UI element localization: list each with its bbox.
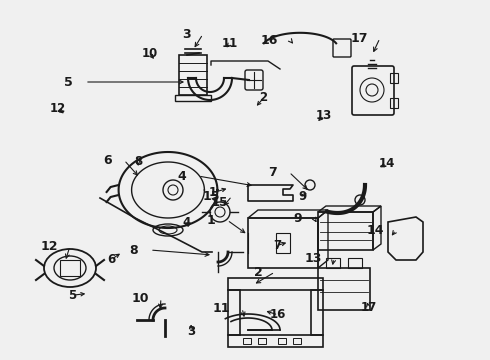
Text: 11: 11 xyxy=(213,302,230,315)
Text: 7: 7 xyxy=(268,166,277,179)
Text: 14: 14 xyxy=(367,224,384,237)
Text: 10: 10 xyxy=(131,292,149,305)
Text: 11: 11 xyxy=(222,37,239,50)
Text: 4: 4 xyxy=(182,216,190,229)
Bar xyxy=(179,55,207,95)
Bar xyxy=(326,258,340,268)
Bar xyxy=(228,335,323,347)
Bar xyxy=(293,338,301,344)
Bar xyxy=(318,268,370,310)
Text: 9: 9 xyxy=(294,212,302,225)
Text: 1: 1 xyxy=(209,186,217,199)
Text: 2: 2 xyxy=(254,266,263,279)
Bar xyxy=(311,290,323,335)
Text: 12: 12 xyxy=(41,239,58,252)
Text: 15: 15 xyxy=(202,189,220,202)
Bar xyxy=(278,338,286,344)
Text: 16: 16 xyxy=(261,33,278,46)
Bar xyxy=(348,258,362,268)
Bar xyxy=(276,233,290,253)
Bar xyxy=(248,218,318,268)
Bar xyxy=(175,95,211,101)
Bar xyxy=(390,98,398,108)
Bar xyxy=(318,212,373,250)
Text: 6: 6 xyxy=(108,253,116,266)
Text: 13: 13 xyxy=(305,252,322,265)
Bar xyxy=(258,338,266,344)
Text: 14: 14 xyxy=(379,157,395,170)
Text: 9: 9 xyxy=(299,190,307,203)
Text: 8: 8 xyxy=(134,155,142,168)
Text: 4: 4 xyxy=(177,170,186,183)
Text: 15: 15 xyxy=(211,196,228,209)
Text: 3: 3 xyxy=(187,325,195,338)
Bar xyxy=(390,73,398,83)
Text: 7: 7 xyxy=(273,239,281,252)
Bar xyxy=(228,278,323,290)
Text: 5: 5 xyxy=(64,76,73,89)
Text: 6: 6 xyxy=(103,153,112,166)
Text: 5: 5 xyxy=(69,289,76,302)
Text: 3: 3 xyxy=(182,27,191,41)
Text: 17: 17 xyxy=(350,32,368,45)
Text: 13: 13 xyxy=(315,109,332,122)
Text: 1: 1 xyxy=(206,213,215,226)
Bar xyxy=(243,338,251,344)
Text: 8: 8 xyxy=(129,243,138,257)
Text: 12: 12 xyxy=(49,102,66,115)
Bar xyxy=(228,290,240,335)
Text: 17: 17 xyxy=(360,301,377,314)
Bar xyxy=(60,260,80,276)
Text: 10: 10 xyxy=(141,47,158,60)
Text: 2: 2 xyxy=(260,91,268,104)
Text: 16: 16 xyxy=(270,309,287,321)
